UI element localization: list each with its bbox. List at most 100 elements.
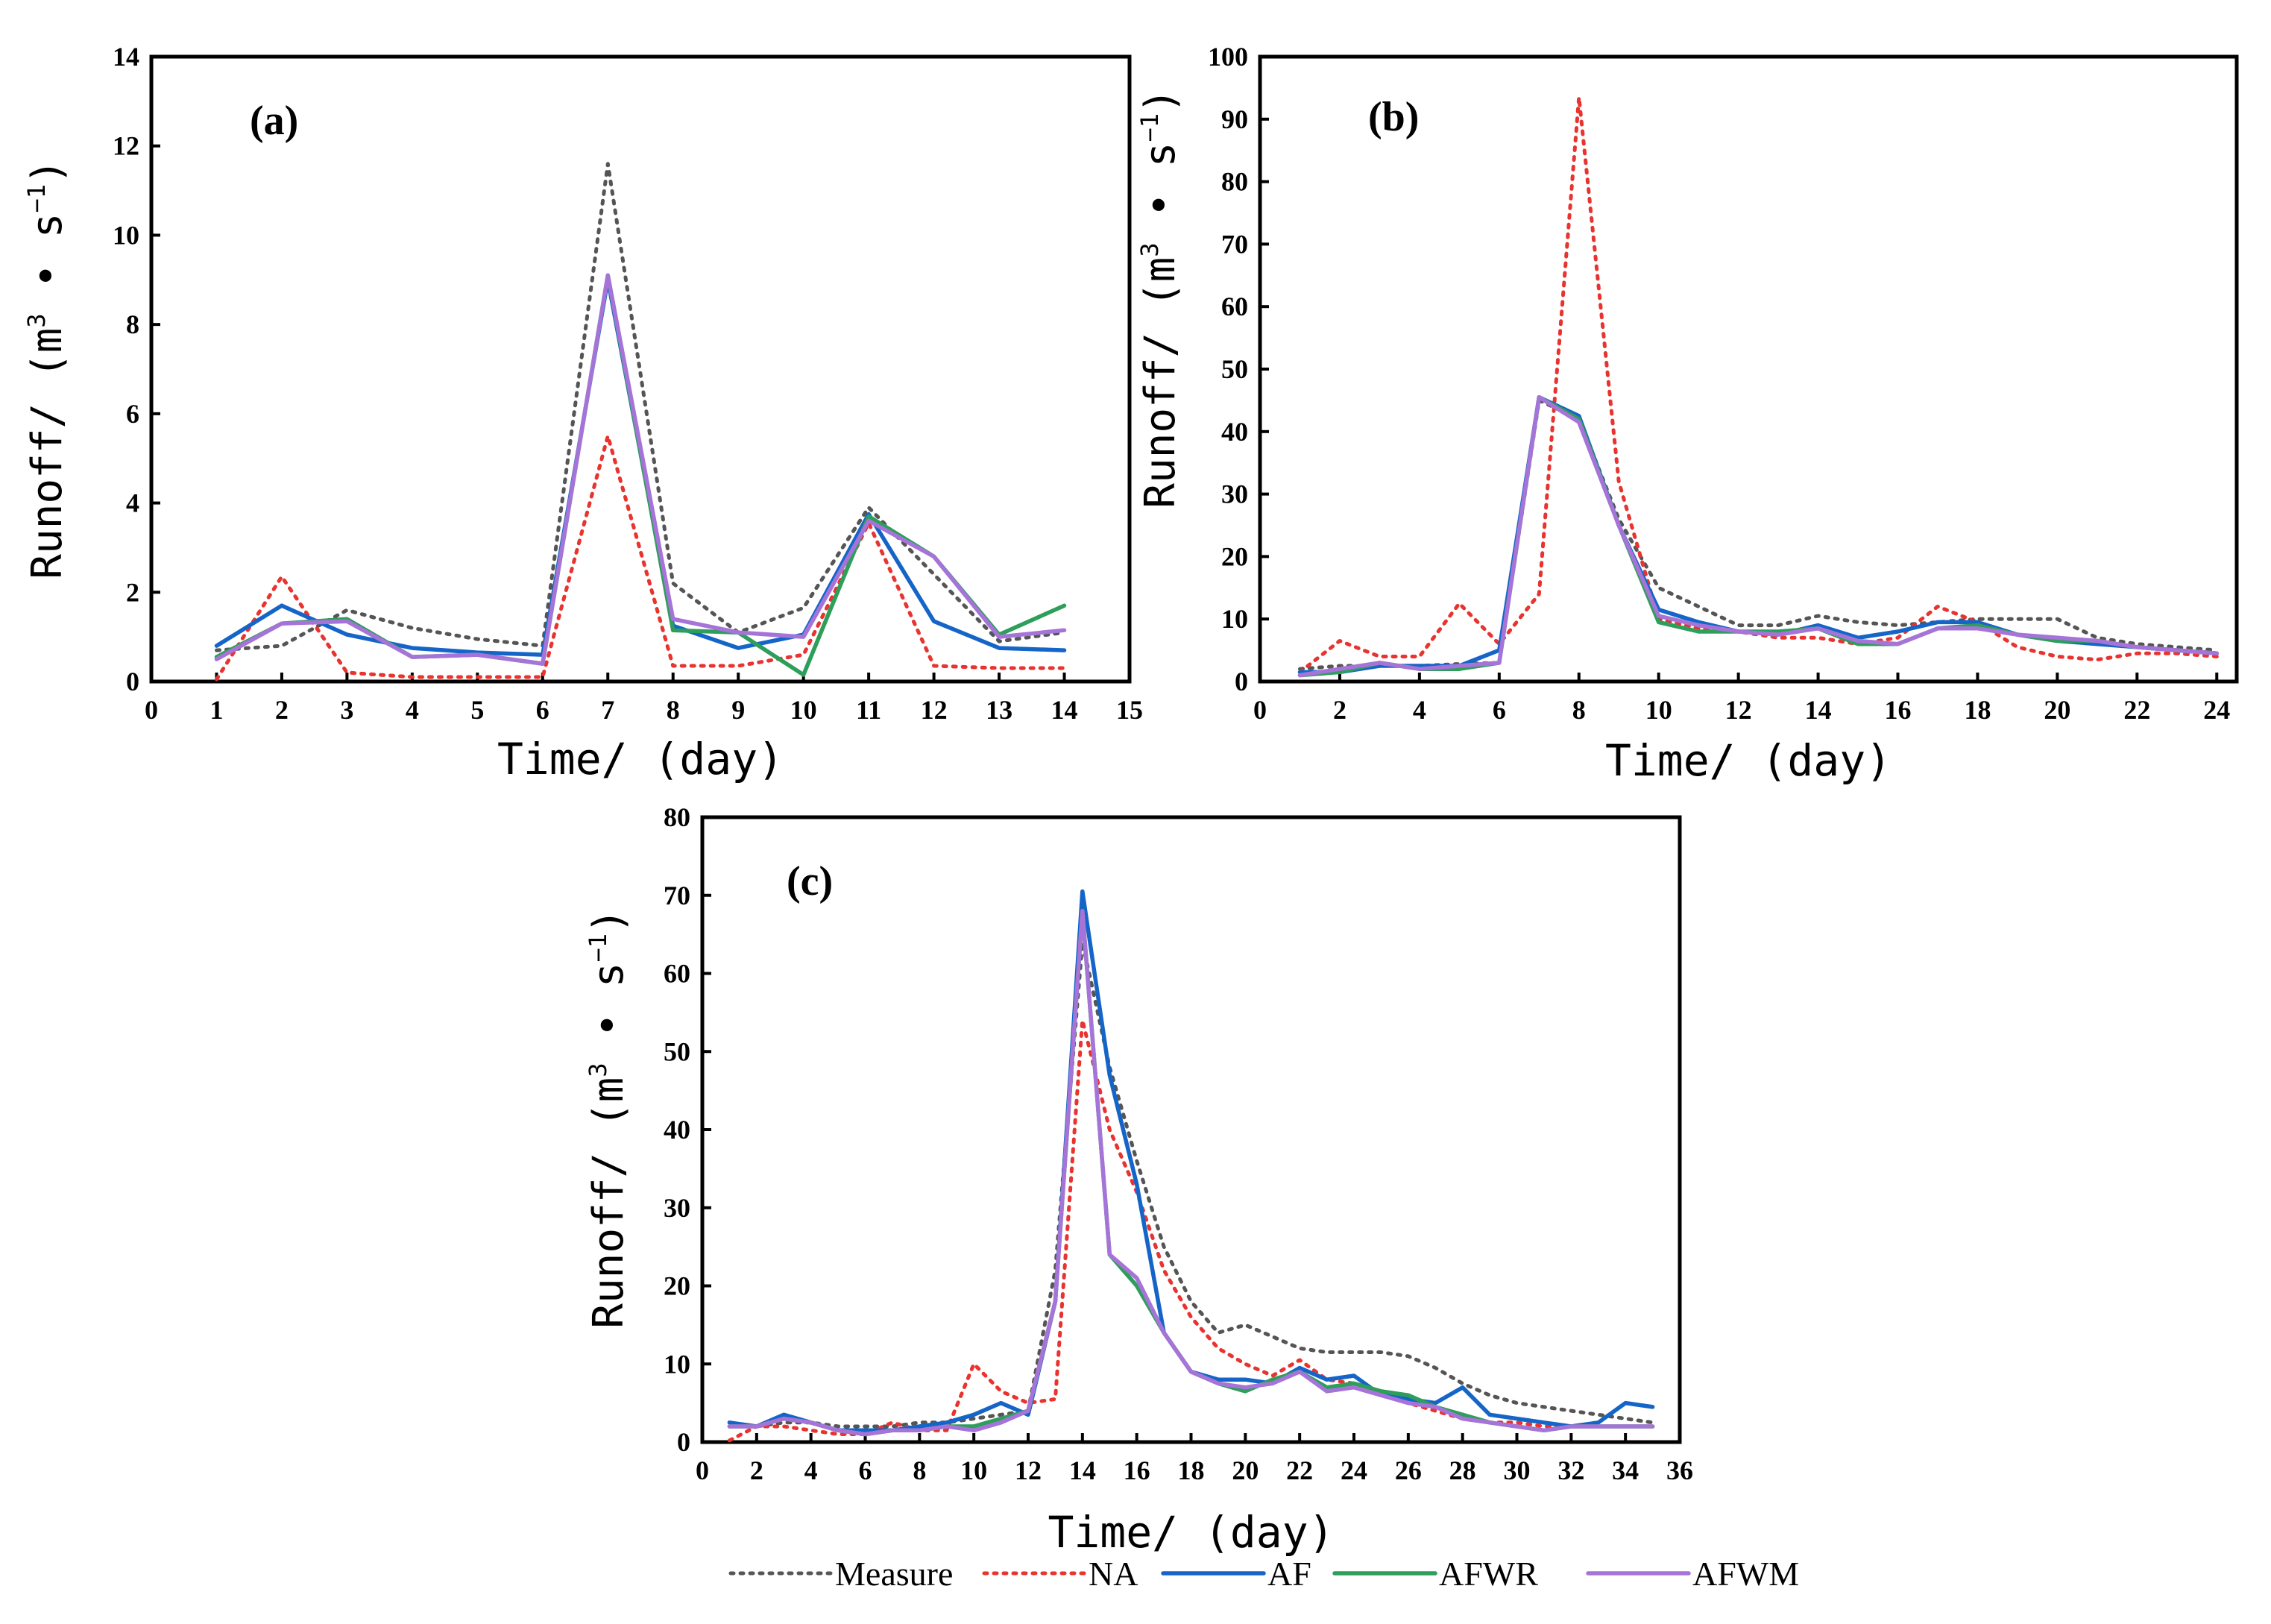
x-tick-label: 3	[340, 695, 353, 725]
x-tick-label: 16	[1885, 695, 1912, 725]
legend-label-measure: Measure	[835, 1555, 953, 1593]
x-tick-label: 8	[667, 695, 680, 725]
y-tick-label: 60	[664, 959, 690, 989]
panel-c: 0 2 4 6 8 10 12 14 16 18 20 22 24 26 28 30 32 34 360102030…	[584, 802, 1693, 1558]
x-tick-label: 26	[1395, 1455, 1422, 1485]
series-af	[727, 889, 1655, 1433]
panel-label: (c)	[787, 858, 833, 904]
x-tick-label: 1	[210, 695, 223, 725]
x-tick-label: 5	[470, 695, 484, 725]
x-tick-label: 30	[1504, 1455, 1531, 1485]
y-tick-label: 50	[664, 1036, 690, 1066]
x-tick-label: 13	[986, 695, 1012, 725]
y-tick-label: 14	[113, 42, 139, 72]
series-na	[727, 1018, 1655, 1443]
y-tick-label: 60	[1221, 292, 1248, 321]
series-afwr	[727, 908, 1655, 1437]
y-tick-label: 10	[1221, 604, 1248, 634]
x-tick-label: 22	[1286, 1455, 1313, 1485]
y-tick-label: 10	[113, 220, 139, 250]
x-tick-label: 24	[1341, 1455, 1367, 1485]
x-tick-label: 14	[1051, 695, 1078, 725]
x-tick-label: 20	[2044, 695, 2070, 725]
y-axis-label: Runoff/ (m3 • s−1)	[584, 908, 633, 1329]
x-tick-label: 34	[1612, 1455, 1639, 1485]
x-tick-label: 4	[1413, 695, 1426, 725]
x-tick-label: 14	[1069, 1455, 1096, 1485]
legend-label-af: AF	[1267, 1555, 1311, 1593]
x-tick-label: 15	[1116, 695, 1143, 725]
plot-frame	[1258, 54, 2239, 684]
series-afwm	[727, 908, 1655, 1437]
y-tick-label: 80	[664, 802, 690, 832]
x-tick-label: 12	[921, 695, 948, 725]
series-measure	[727, 940, 1655, 1429]
legend-label-afwr: AFWR	[1439, 1555, 1538, 1593]
x-tick-label: 10	[1645, 695, 1672, 725]
x-tick-label: 16	[1124, 1455, 1150, 1485]
y-tick-label: 6	[126, 399, 139, 429]
y-axis-label: Runoff/ (m3 • s−1)	[1136, 88, 1185, 509]
y-tick-label: 90	[1221, 104, 1248, 134]
y-tick-label: 80	[1221, 167, 1248, 197]
panel-label: (b)	[1368, 94, 1419, 140]
y-tick-label: 2	[126, 577, 139, 607]
y-tick-label: 0	[677, 1427, 690, 1457]
y-tick-label: 20	[664, 1271, 690, 1301]
y-tick-label: 10	[664, 1349, 690, 1379]
x-tick-label: 32	[1557, 1455, 1584, 1485]
x-tick-label: 4	[804, 1455, 818, 1485]
y-axis-label: Runoff/ (m3 • s−1)	[22, 159, 72, 579]
x-tick-label: 11	[856, 695, 881, 725]
x-tick-label: 7	[601, 695, 614, 725]
y-tick-label: 30	[1221, 479, 1248, 509]
series-na	[1298, 95, 2219, 674]
panel-a: 0 1 2 3 4 5 6 7 8 9 10 11 12 13 14 1502468101214(a)Time…	[22, 42, 1143, 784]
series-na	[215, 434, 1066, 682]
x-tick-label: 6	[1493, 695, 1506, 725]
x-tick-label: 6	[859, 1455, 872, 1485]
y-tick-label: 40	[664, 1115, 690, 1145]
x-tick-label: 18	[1178, 1455, 1205, 1485]
y-tick-label: 40	[1221, 417, 1248, 447]
x-axis-label: Time/ (day)	[1605, 735, 1892, 786]
y-tick-label: 70	[664, 881, 690, 910]
x-tick-label: 12	[1725, 695, 1752, 725]
x-tick-label: 36	[1666, 1455, 1693, 1485]
y-tick-label: 0	[126, 667, 139, 696]
y-tick-label: 50	[1221, 354, 1248, 384]
x-tick-label: 2	[275, 695, 289, 725]
y-tick-label: 8	[126, 309, 139, 339]
y-tick-label: 100	[1208, 42, 1248, 72]
legend-label-afwm: AFWM	[1692, 1555, 1799, 1593]
x-tick-label: 22	[2123, 695, 2150, 725]
x-tick-label: 6	[536, 695, 549, 725]
x-tick-label: 0	[696, 1455, 709, 1485]
x-tick-label: 20	[1232, 1455, 1259, 1485]
x-tick-label: 10	[960, 1455, 987, 1485]
x-tick-label: 14	[1805, 695, 1832, 725]
x-tick-label: 8	[1572, 695, 1586, 725]
x-tick-label: 9	[731, 695, 745, 725]
series-measure	[1298, 398, 2219, 671]
legend: Measure NA AF AFWR AFWM	[728, 1555, 1799, 1593]
x-tick-label: 2	[750, 1455, 763, 1485]
y-tick-label: 0	[1235, 667, 1248, 696]
x-tick-label: 0	[1253, 695, 1267, 725]
y-tick-label: 30	[664, 1193, 690, 1223]
x-tick-label: 0	[145, 695, 158, 725]
x-tick-label: 10	[790, 695, 817, 725]
panel-label: (a)	[250, 98, 298, 144]
plot-frame	[700, 815, 1682, 1444]
y-tick-label: 4	[126, 488, 139, 518]
series-afwr	[214, 273, 1067, 677]
y-tick-label: 20	[1221, 541, 1248, 571]
x-tick-label: 2	[1333, 695, 1346, 725]
legend-label-na: NA	[1089, 1555, 1138, 1593]
x-tick-label: 18	[1964, 695, 1991, 725]
x-tick-label: 28	[1449, 1455, 1476, 1485]
series-measure	[215, 162, 1066, 652]
x-tick-label: 4	[406, 695, 419, 725]
x-axis-label: Time/ (day)	[1048, 1507, 1334, 1558]
